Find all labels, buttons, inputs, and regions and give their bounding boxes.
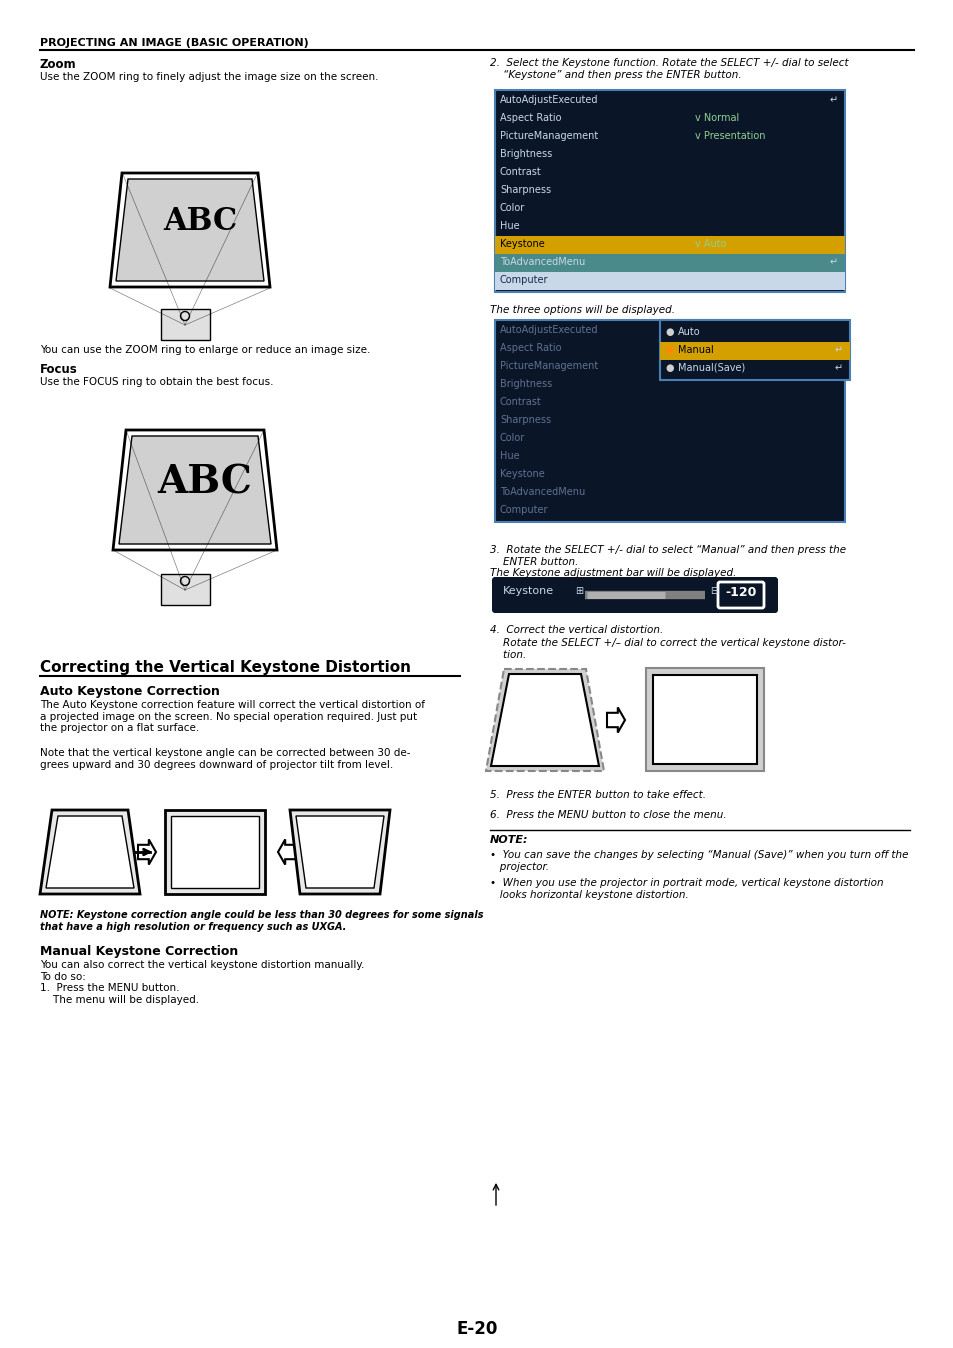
Text: Auto: Auto — [678, 328, 700, 337]
Text: The Auto Keystone correction feature will correct the vertical distortion of
a p: The Auto Keystone correction feature wil… — [40, 700, 424, 733]
FancyBboxPatch shape — [652, 675, 757, 764]
Text: Focus: Focus — [40, 363, 77, 376]
Text: ●: ● — [664, 328, 673, 337]
Text: Keystone: Keystone — [499, 239, 544, 249]
Polygon shape — [295, 816, 384, 888]
FancyBboxPatch shape — [495, 272, 844, 290]
Text: Note that the vertical keystone angle can be corrected between 30 de-
grees upwa: Note that the vertical keystone angle ca… — [40, 748, 410, 770]
Text: AutoAdjustExecuted: AutoAdjustExecuted — [499, 325, 598, 336]
Text: PictureManagement: PictureManagement — [499, 131, 598, 142]
Text: •  When you use the projector in portrait mode, vertical keystone distortion
   : • When you use the projector in portrait… — [490, 878, 882, 899]
Text: E-20: E-20 — [456, 1320, 497, 1339]
Text: ABC: ABC — [157, 462, 253, 501]
Text: ↵: ↵ — [834, 345, 842, 355]
Text: ↵: ↵ — [829, 257, 838, 267]
FancyBboxPatch shape — [161, 574, 210, 605]
FancyBboxPatch shape — [495, 236, 844, 253]
Text: Sharpness: Sharpness — [499, 185, 551, 195]
Polygon shape — [277, 840, 295, 864]
Text: You can use the ZOOM ring to enlarge or reduce an image size.: You can use the ZOOM ring to enlarge or … — [40, 345, 370, 355]
Polygon shape — [606, 708, 624, 732]
Polygon shape — [46, 816, 133, 888]
Text: ●: ● — [664, 363, 673, 373]
Text: Hue: Hue — [499, 221, 519, 231]
Text: Keystone: Keystone — [499, 469, 544, 479]
Polygon shape — [485, 669, 603, 771]
Text: v Presentation: v Presentation — [695, 131, 764, 142]
Polygon shape — [171, 816, 258, 888]
Text: ↵: ↵ — [829, 275, 838, 284]
Text: 6.  Press the MENU button to close the menu.: 6. Press the MENU button to close the me… — [490, 810, 726, 820]
Text: PROJECTING AN IMAGE (BASIC OPERATION): PROJECTING AN IMAGE (BASIC OPERATION) — [40, 38, 309, 49]
Text: Contrast: Contrast — [499, 167, 541, 177]
Text: Contrast: Contrast — [499, 398, 541, 407]
Polygon shape — [290, 810, 390, 894]
Polygon shape — [138, 840, 156, 864]
Text: v Auto: v Auto — [695, 239, 726, 249]
Text: ToAdvancedMenu: ToAdvancedMenu — [499, 257, 584, 267]
Text: Manual Keystone Correction: Manual Keystone Correction — [40, 945, 238, 958]
Polygon shape — [119, 435, 271, 545]
Text: Rotate the SELECT +/– dial to correct the vertical keystone distor-
    tion.: Rotate the SELECT +/– dial to correct th… — [490, 638, 845, 659]
Text: v Normal: v Normal — [695, 113, 739, 123]
Text: Brightness: Brightness — [499, 150, 552, 159]
FancyBboxPatch shape — [161, 309, 210, 340]
Text: The three options will be displayed.: The three options will be displayed. — [490, 305, 675, 315]
Text: 5.  Press the ENTER button to take effect.: 5. Press the ENTER button to take effect… — [490, 790, 705, 799]
Text: You can also correct the vertical keystone distortion manually.
To do so:
1.  Pr: You can also correct the vertical keysto… — [40, 960, 364, 1004]
Text: ABC: ABC — [163, 206, 237, 237]
Text: •  You can save the changes by selecting “Manual (Save)” when you turn off the
 : • You can save the changes by selecting … — [490, 851, 907, 872]
Text: Brightness: Brightness — [499, 379, 552, 390]
Text: Computer: Computer — [499, 275, 548, 284]
Text: 4.  Correct the vertical distortion.: 4. Correct the vertical distortion. — [490, 625, 662, 635]
FancyBboxPatch shape — [492, 577, 778, 613]
Text: 2.  Select the Keystone function. Rotate the SELECT +/- dial to select
    “Keys: 2. Select the Keystone function. Rotate … — [490, 58, 848, 80]
Text: Aspect Ratio: Aspect Ratio — [499, 113, 561, 123]
Text: The Keystone adjustment bar will be displayed.: The Keystone adjustment bar will be disp… — [490, 568, 736, 578]
Text: ●: ● — [664, 345, 673, 355]
Text: Computer: Computer — [499, 506, 548, 515]
Text: ↵: ↵ — [834, 363, 842, 373]
Text: Aspect Ratio: Aspect Ratio — [499, 342, 561, 353]
Text: Zoom: Zoom — [40, 58, 76, 71]
Polygon shape — [110, 173, 270, 287]
Polygon shape — [116, 179, 264, 280]
Text: Sharpness: Sharpness — [499, 415, 551, 425]
Text: 3.  Rotate the SELECT +/- dial to select “Manual” and then press the
    ENTER b: 3. Rotate the SELECT +/- dial to select … — [490, 545, 845, 566]
FancyBboxPatch shape — [495, 253, 844, 272]
Polygon shape — [112, 430, 276, 550]
FancyBboxPatch shape — [659, 342, 849, 360]
Text: ToAdvancedMenu: ToAdvancedMenu — [499, 487, 584, 497]
FancyBboxPatch shape — [718, 582, 763, 608]
Polygon shape — [40, 810, 140, 894]
Text: Manual: Manual — [678, 345, 713, 355]
Polygon shape — [491, 674, 598, 766]
FancyBboxPatch shape — [495, 319, 844, 522]
Text: Auto Keystone Correction: Auto Keystone Correction — [40, 685, 219, 698]
FancyBboxPatch shape — [645, 669, 763, 771]
Text: PictureManagement: PictureManagement — [499, 361, 598, 371]
Text: AutoAdjustExecuted: AutoAdjustExecuted — [499, 94, 598, 105]
Text: Hue: Hue — [499, 452, 519, 461]
Text: ⊞: ⊞ — [575, 586, 582, 596]
Text: Color: Color — [499, 433, 525, 443]
Text: NOTE: Keystone correction angle could be less than 30 degrees for some signals
t: NOTE: Keystone correction angle could be… — [40, 910, 483, 931]
Text: Color: Color — [499, 204, 525, 213]
Text: ↵: ↵ — [829, 94, 838, 105]
Text: -120: -120 — [724, 586, 756, 599]
Text: Manual(Save): Manual(Save) — [678, 363, 744, 373]
Text: Use the ZOOM ring to finely adjust the image size on the screen.: Use the ZOOM ring to finely adjust the i… — [40, 71, 378, 82]
Text: NOTE:: NOTE: — [490, 834, 528, 845]
Text: Use the FOCUS ring to obtain the best focus.: Use the FOCUS ring to obtain the best fo… — [40, 377, 274, 387]
FancyBboxPatch shape — [659, 319, 849, 380]
Text: ⊟: ⊟ — [709, 586, 718, 596]
Polygon shape — [165, 810, 265, 894]
Text: Correcting the Vertical Keystone Distortion: Correcting the Vertical Keystone Distort… — [40, 661, 411, 675]
Text: Keystone: Keystone — [502, 586, 554, 596]
FancyBboxPatch shape — [495, 90, 844, 293]
